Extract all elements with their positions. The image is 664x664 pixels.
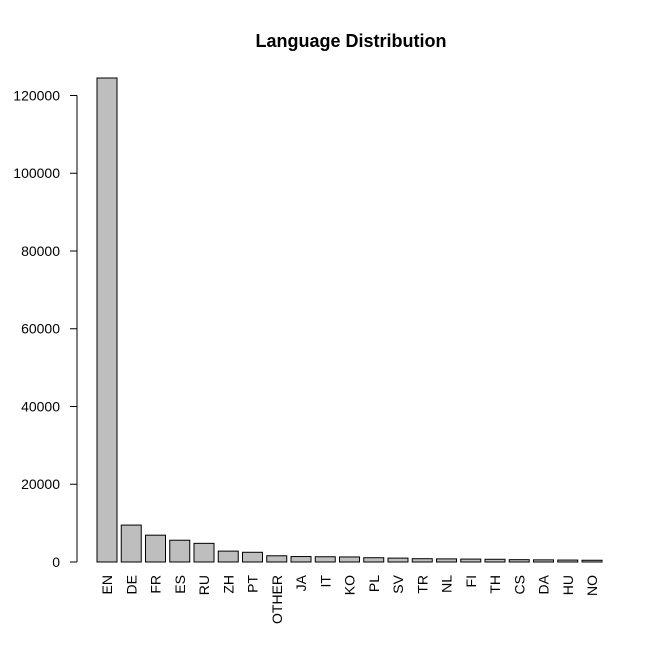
bar-cs [508,559,530,563]
bar-ko [339,556,360,563]
x-category-label: FI [463,575,479,587]
bars [96,77,603,563]
x-category-label: PT [245,575,261,593]
x-category-label: FR [148,575,164,594]
y-tick-label: 60000 [21,321,60,337]
x-category-label: NL [439,575,455,593]
y-axis: 0 20000 40000 60000 80000 100000 120000 [13,87,78,570]
x-axis-labels: EN DE FR ES RU ZH PT OTHER JA IT KO PL SV TR NL FI TH CS D… [99,574,600,624]
x-category-label: ZH [220,575,236,594]
bar-tr [411,558,433,563]
y-tick-label: 20000 [21,476,60,492]
x-category-label: ES [172,575,188,594]
x-category-label: RU [196,575,212,595]
bar-zh [217,550,239,563]
x-category-label: DA [536,574,552,594]
x-category-label: EN [99,575,115,594]
x-category-label: OTHER [269,575,285,624]
bar-ja [290,556,312,563]
bar-hu [557,559,579,563]
bar-da [533,559,554,563]
bar-pt [242,551,263,563]
x-category-label: SV [390,574,406,593]
x-category-label: NO [584,575,600,596]
bar-nl [436,558,457,563]
y-tick-label: 80000 [21,243,60,259]
bar-es [169,539,191,563]
bar-fi [460,558,482,563]
x-category-label: PL [366,575,382,592]
bar-sv [387,557,409,563]
y-tick-label: 120000 [13,87,60,103]
x-category-label: JA [293,574,309,591]
x-category-label: KO [342,575,358,595]
x-category-label: TR [414,575,430,594]
bar-no [581,559,603,563]
bar-de [120,524,142,563]
y-tick-label: 0 [52,554,60,570]
y-tick-label: 40000 [21,398,60,414]
bar-other [266,555,288,563]
x-category-label: IT [317,575,333,588]
bar-pl [363,557,385,563]
x-category-label: CS [511,575,527,594]
bar-it [314,556,336,563]
x-category-label: DE [123,575,139,594]
bar-en [96,77,118,563]
bar-th [484,558,506,563]
x-category-label: TH [487,575,503,594]
chart-title: Language Distribution [256,31,447,51]
y-tick-label: 100000 [13,165,60,181]
x-category-label: HU [560,575,576,595]
bar-fr [145,534,166,563]
bar-ru [193,542,215,563]
